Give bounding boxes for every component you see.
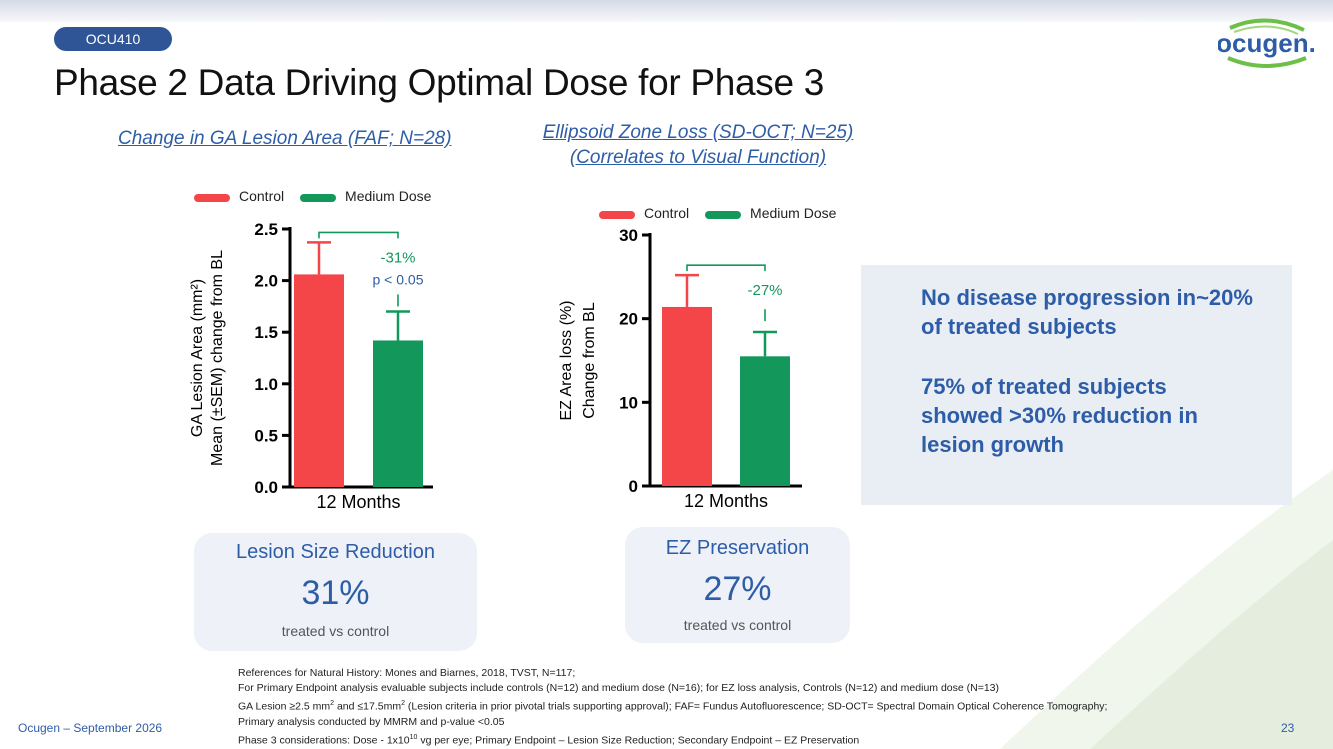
legend-swatch-control (194, 193, 230, 202)
y-axis-label-line1: GA Lesion Area (mm²) (189, 279, 206, 437)
legend-item-control: Control (599, 205, 689, 221)
bar-control (662, 306, 712, 486)
stat-subtext: treated vs control (281, 623, 390, 639)
ez-area-loss-chart: 0 10 20 30 12 Months -27% EZ Area loss (%) Chan… (558, 226, 802, 511)
y-tick-label: 1.5 (254, 323, 278, 342)
y-tick-label: 1.0 (254, 375, 278, 394)
ref-line-2: For Primary Endpoint analysis evaluable … (238, 682, 1000, 694)
significance-bracket (318, 231, 399, 239)
ocugen-logo: ocugen. (1216, 14, 1316, 70)
ref-line-3: GA Lesion ≥2.5 mm2 and ≤17.5mm2 (Lesion … (238, 700, 1108, 713)
right-subtitle-line1: Ellipsoid Zone Loss (SD-OCT; N=25) (542, 122, 854, 143)
y-tick-label: 0 (629, 477, 638, 496)
p-value-label: p < 0.05 (373, 271, 424, 287)
ref-line-5: Phase 3 considerations: Dose - 1x1010 vg… (238, 733, 860, 747)
stat-subtext: treated vs control (683, 617, 792, 633)
legend-item-medium-dose: Medium Dose (705, 205, 836, 221)
y-tick-label: 0.5 (254, 426, 278, 445)
y-axis-label-line2: Mean (±SEM) change from BL (209, 250, 226, 466)
finding-2-line2: showed >30% reduction in (921, 403, 1198, 428)
logo-text: ocugen. (1218, 28, 1314, 58)
key-findings-callout: No disease progression in~20% of treated… (861, 265, 1292, 505)
y-tick-label: 10 (619, 393, 638, 412)
y-tick-label: 20 (619, 310, 638, 329)
stat-heading: Lesion Size Reduction (235, 541, 435, 563)
finding-1-line1: No disease progression in~20% (921, 285, 1253, 310)
top-band (0, 0, 1333, 22)
legend-swatch-medium-dose (300, 193, 337, 202)
bar-medium-dose (373, 340, 423, 487)
y-axis-label-line2: Change from BL (581, 302, 598, 419)
significance-bracket (686, 264, 766, 272)
product-badge: OCU410 (54, 27, 172, 51)
stat-value: 27% (703, 570, 772, 608)
references: References for Natural History: Mones an… (238, 666, 1107, 748)
left-chart-subtitle: Change in GA Lesion Area (FAF; N=28) (118, 128, 452, 149)
stat-heading: EZ Preservation (665, 537, 810, 559)
right-subtitle-line2: (Correlates to Visual Function) (569, 147, 827, 168)
right-chart-subtitle: Ellipsoid Zone Loss (SD-OCT; N=25) (Corr… (520, 120, 876, 170)
ref-line-1: References for Natural History: Mones an… (238, 667, 576, 679)
finding-2-line1: 75% of treated subjects (921, 374, 1167, 399)
percent-change-label: -31% (380, 249, 415, 266)
legend-item-control: Control (194, 188, 284, 204)
y-axis-label-line1: EZ Area loss (%) (558, 300, 575, 420)
footer-date: Ocugen – September 2026 (18, 721, 163, 735)
legend-swatch-medium-dose (705, 210, 742, 219)
right-chart-legend: Control Medium Dose (599, 204, 848, 221)
x-category-label: 12 Months (684, 491, 768, 511)
y-tick-label: 30 (619, 226, 638, 245)
finding-2-line3: lesion growth (921, 432, 1064, 457)
y-tick-label: 2.0 (254, 272, 278, 291)
legend-swatch-control (599, 210, 635, 219)
ez-preservation-box: EZ Preservation 27% treated vs control (625, 527, 850, 643)
left-chart-legend: Control Medium Dose (194, 187, 443, 204)
page-number: 23 (1281, 721, 1295, 735)
x-category-label: 12 Months (316, 492, 400, 512)
ref-line-4: Primary analysis conducted by MMRM and p… (238, 715, 505, 728)
bar-control (294, 274, 344, 487)
y-tick-label: 2.5 (254, 220, 278, 239)
page-title: Phase 2 Data Driving Optimal Dose for Ph… (54, 62, 825, 103)
ga-lesion-area-chart: 0.0 0.5 1.0 1.5 2.0 2.5 12 Months -31% p < 0.05 G… (189, 220, 433, 512)
bar-medium-dose (740, 356, 790, 486)
lesion-size-reduction-box: Lesion Size Reduction 31% treated vs con… (194, 533, 477, 651)
percent-change-label: -27% (747, 282, 782, 299)
legend-item-medium-dose: Medium Dose (300, 188, 431, 204)
stat-value: 31% (301, 574, 370, 612)
y-tick-label: 0.0 (254, 478, 278, 497)
finding-1-line2: of treated subjects (921, 314, 1117, 339)
